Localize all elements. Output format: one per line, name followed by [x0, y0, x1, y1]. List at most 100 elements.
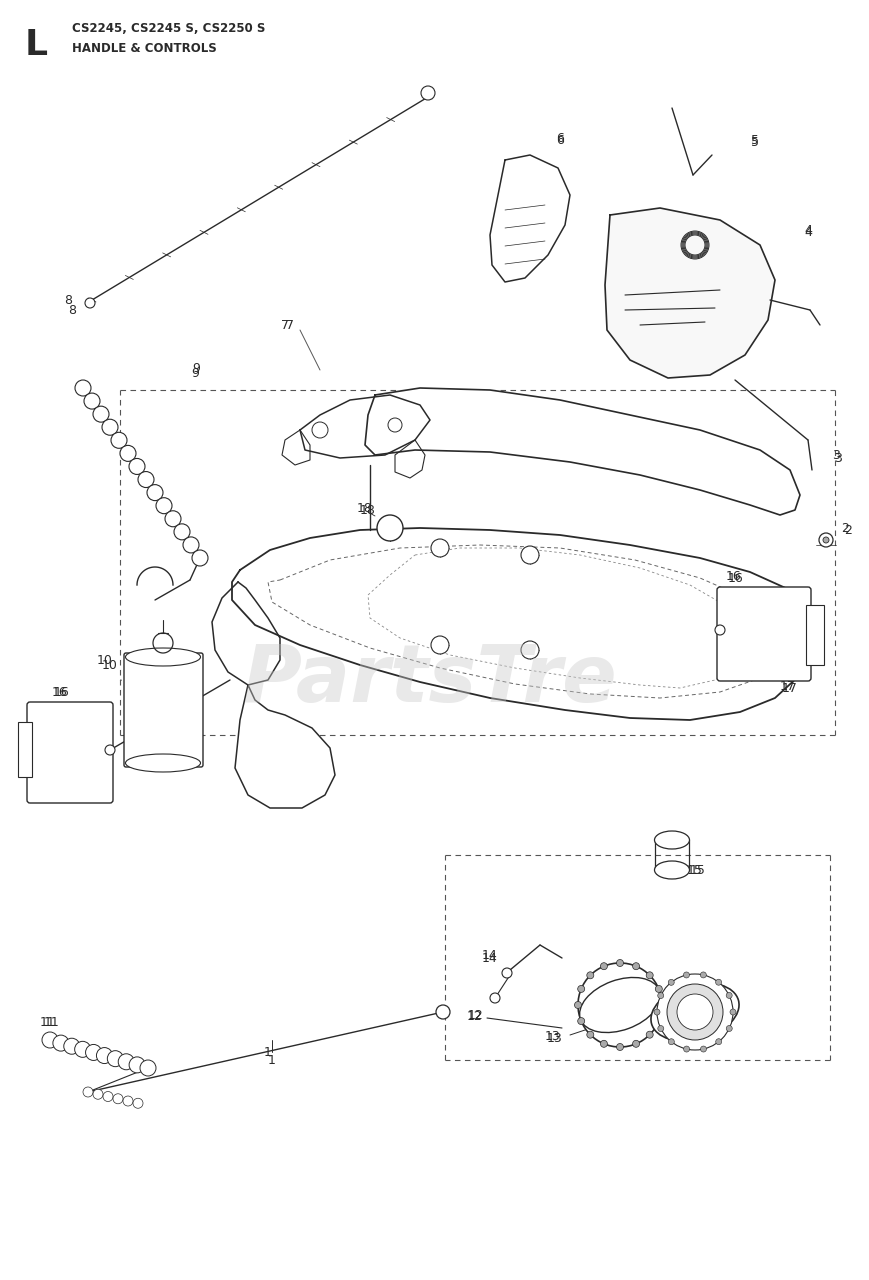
Circle shape: [129, 1057, 145, 1073]
Circle shape: [521, 641, 539, 659]
Circle shape: [42, 1032, 58, 1048]
Circle shape: [658, 992, 664, 998]
Circle shape: [726, 1025, 733, 1032]
Text: 16: 16: [52, 686, 68, 699]
Circle shape: [120, 445, 136, 461]
Text: 18: 18: [360, 503, 376, 517]
Text: 5: 5: [751, 136, 759, 148]
Circle shape: [96, 1047, 112, 1064]
Circle shape: [140, 1060, 156, 1076]
Circle shape: [138, 471, 154, 488]
Text: 7: 7: [281, 319, 289, 332]
Text: 12: 12: [468, 1010, 483, 1023]
Circle shape: [657, 974, 733, 1050]
Text: 18: 18: [357, 502, 373, 515]
Circle shape: [147, 485, 163, 500]
Circle shape: [113, 1094, 123, 1103]
Text: 17: 17: [780, 680, 796, 692]
Text: HANDLE & CONTROLS: HANDLE & CONTROLS: [72, 42, 216, 55]
Text: 11: 11: [40, 1015, 56, 1029]
Circle shape: [105, 745, 115, 755]
Circle shape: [421, 86, 435, 100]
Circle shape: [726, 992, 733, 998]
Text: 3: 3: [834, 452, 842, 465]
Text: 9: 9: [191, 366, 199, 379]
Text: 10: 10: [97, 654, 113, 667]
Circle shape: [156, 498, 172, 513]
Circle shape: [75, 1042, 90, 1057]
Circle shape: [183, 536, 199, 553]
Circle shape: [84, 393, 100, 410]
Text: 15: 15: [687, 864, 703, 877]
Circle shape: [85, 298, 95, 308]
Circle shape: [715, 979, 721, 986]
Circle shape: [600, 1041, 607, 1047]
Text: 13: 13: [545, 1029, 561, 1042]
Text: 10: 10: [102, 658, 118, 672]
Circle shape: [123, 1096, 133, 1106]
Circle shape: [667, 984, 723, 1041]
Circle shape: [659, 1001, 666, 1009]
FancyBboxPatch shape: [717, 588, 811, 681]
Text: 13: 13: [547, 1032, 563, 1044]
Text: 6: 6: [556, 132, 564, 145]
Circle shape: [578, 986, 585, 992]
Polygon shape: [490, 155, 570, 282]
Polygon shape: [212, 582, 280, 685]
Text: 4: 4: [804, 224, 812, 237]
Ellipse shape: [125, 754, 201, 772]
Circle shape: [578, 963, 662, 1047]
Circle shape: [683, 972, 689, 978]
Circle shape: [93, 406, 109, 422]
Circle shape: [715, 625, 725, 635]
Circle shape: [658, 1025, 664, 1032]
Text: 2: 2: [841, 521, 849, 535]
Circle shape: [103, 1092, 113, 1102]
Circle shape: [502, 968, 512, 978]
Circle shape: [118, 1053, 134, 1070]
Ellipse shape: [654, 831, 689, 849]
Text: 16: 16: [726, 570, 742, 582]
Text: 8: 8: [68, 303, 76, 316]
Text: 5: 5: [751, 133, 759, 146]
Ellipse shape: [651, 983, 739, 1041]
Circle shape: [377, 515, 403, 541]
Text: 9: 9: [192, 361, 200, 375]
Circle shape: [165, 511, 181, 527]
Text: 16: 16: [728, 571, 744, 585]
Circle shape: [587, 1032, 594, 1038]
Circle shape: [111, 433, 127, 448]
Text: 17: 17: [782, 681, 798, 695]
Circle shape: [83, 1087, 93, 1097]
Polygon shape: [605, 209, 775, 378]
Text: PartsTre: PartsTre: [242, 641, 617, 719]
Text: 14: 14: [482, 951, 498, 965]
Circle shape: [431, 539, 449, 557]
Circle shape: [312, 422, 328, 438]
Text: 14: 14: [482, 948, 498, 961]
Text: 1: 1: [264, 1046, 272, 1059]
Circle shape: [654, 1009, 660, 1015]
Circle shape: [655, 986, 662, 992]
Circle shape: [730, 1009, 736, 1015]
FancyBboxPatch shape: [806, 605, 824, 666]
Circle shape: [53, 1036, 69, 1051]
Circle shape: [700, 1046, 706, 1052]
Text: 6: 6: [556, 133, 564, 146]
Polygon shape: [365, 388, 800, 515]
Circle shape: [578, 1018, 585, 1024]
Circle shape: [174, 524, 190, 540]
Circle shape: [633, 1041, 640, 1047]
Circle shape: [819, 532, 833, 547]
Circle shape: [684, 1046, 690, 1052]
Circle shape: [574, 1001, 581, 1009]
Circle shape: [655, 1018, 662, 1024]
Text: 7: 7: [286, 319, 294, 332]
Text: 12: 12: [468, 1009, 484, 1021]
Polygon shape: [300, 396, 430, 458]
Text: 4: 4: [804, 225, 812, 238]
Circle shape: [647, 1032, 653, 1038]
Circle shape: [85, 1044, 102, 1060]
Text: 16: 16: [54, 686, 70, 699]
Text: 1: 1: [268, 1053, 276, 1066]
